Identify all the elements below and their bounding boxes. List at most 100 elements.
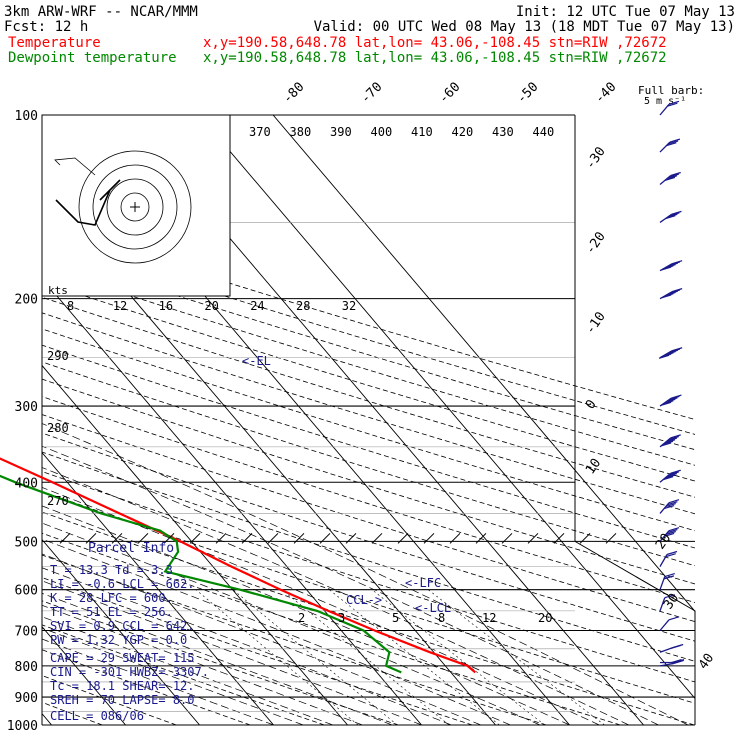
parcel-row-li: LI = -0.6 LCL = 662. (50, 577, 195, 591)
wind-barb-flag (668, 435, 679, 441)
theta-e-label: 370 (249, 125, 271, 139)
hodograph-speed-label: 24 (250, 299, 264, 313)
legend-temperature: Temperature (8, 35, 101, 51)
pressure-tick-label: 100 (15, 109, 38, 124)
wind-barb-flag (668, 616, 680, 621)
parcel-row-tc: Tc = 18.1 SHEAR= 12. (50, 679, 195, 693)
wind-barb-flag (665, 398, 676, 403)
freezing-hatch (449, 533, 461, 544)
freezing-hatch (527, 533, 539, 544)
freezing-hatch (605, 533, 617, 544)
wind-barb-flag (663, 575, 675, 580)
wind-barb-flag (666, 437, 678, 442)
parcel-row-pw: PW = 1.32 YGP = 0.0 (50, 633, 187, 647)
parcel-row-cell: CELL = 086/06 (50, 709, 144, 723)
theta-e-label: 380 (290, 125, 312, 139)
freezing-hatch (215, 533, 227, 544)
pressure-tick-label: 300 (15, 400, 38, 415)
theta-label: 280 (47, 421, 69, 435)
right-border-lower (574, 540, 696, 725)
wind-barb-flag (671, 210, 682, 215)
wind-barb-flag (667, 397, 678, 402)
isotherm-label: -70 (358, 80, 385, 107)
moist-adiabat (42, 467, 629, 725)
freezing-hatch (501, 533, 513, 544)
theta-e-label: 400 (371, 125, 393, 139)
wind-barb-flag (669, 212, 680, 217)
isotherm-label: 0 (583, 397, 600, 412)
isotherm-label: -30 (583, 144, 609, 172)
wind-barb-flag (662, 440, 674, 445)
pressure-tick-label: 700 (15, 625, 38, 640)
wind-barb-flag (671, 394, 682, 399)
hodograph-frame (41, 114, 231, 297)
pressure-tick-label: 1000 (7, 719, 38, 734)
wind-barb-flag (667, 102, 678, 107)
isotherm-label: 10 (583, 456, 604, 477)
level-annotation: <-EL (242, 354, 271, 368)
isotherm-line (198, 115, 695, 700)
theta-e-label: 420 (452, 125, 474, 139)
level-annotation: CCL-> (346, 593, 382, 607)
parcel-row-svi: SVI = 0.9 CCL = 642. (50, 619, 195, 633)
wind-barb-flag (664, 474, 676, 479)
parcel-info-panel: Parcel Info T = 13.3 Td = 3.3 LI = -0.6 … (50, 541, 209, 723)
parcel-row-tt: TT = 51 EL = 256. (50, 605, 173, 619)
moist-adiabat (42, 616, 333, 725)
freezing-hatch (189, 533, 201, 544)
wind-barb-flag (667, 213, 678, 218)
wind-barb-flag (666, 550, 678, 556)
valid-time: Valid: 00 UTC Wed 08 May 13 (18 MDT Tue … (314, 19, 735, 35)
isotherm-label: 20 (653, 531, 674, 552)
hodograph-ring (78, 150, 192, 264)
isotherm-label: -60 (436, 80, 463, 107)
wind-barb-flag (670, 644, 681, 649)
wind-barb-flag (658, 354, 670, 359)
barb-key-unit: 5 m s⁻¹ (644, 96, 686, 107)
isotherm-line (42, 277, 422, 725)
wind-barb-flag (665, 503, 676, 508)
isotherm-label: -50 (514, 80, 541, 107)
barb-key-title: Full barb: (638, 84, 704, 97)
theta-label: 270 (47, 494, 69, 508)
wind-barb (659, 619, 670, 631)
parcel-row-cape: CAPE = 29 SWEAT= 115 (50, 651, 195, 665)
freezing-hatch (137, 533, 149, 544)
forecast-hour: Fcst: 12 h (4, 19, 88, 35)
legend-dewpoint: Dewpoint temperature (8, 50, 177, 66)
level-annotation: <-LCL (415, 601, 451, 615)
hodograph-speed-label: 16 (159, 299, 173, 313)
wind-barb-flag (671, 658, 682, 664)
theta-e-label: 390 (330, 125, 352, 139)
diagram-grid (41, 114, 696, 726)
level-annotation: <-LFC (405, 576, 441, 590)
pressure-tick-label: 900 (15, 691, 38, 706)
pressure-tick-label: 500 (15, 535, 38, 550)
wind-barb-flag (664, 572, 675, 578)
pressure-tick-label: 400 (15, 476, 38, 491)
isotherm-label: 40 (696, 651, 717, 672)
isotherm-line (42, 451, 274, 725)
hodograph-ring (92, 164, 178, 250)
parcel-row-cin: CIN = -301 HWBZ= 3307. (50, 665, 209, 679)
wind-barb-flag (665, 553, 676, 558)
pressure-tick-label: 600 (15, 584, 38, 599)
isotherm-label: -20 (583, 229, 609, 257)
wind-barb-flag (663, 400, 674, 405)
wind-barb-flag (666, 472, 678, 478)
hodograph-ring (120, 192, 150, 222)
wind-barb-flag (665, 530, 676, 536)
mixing-ratio-line (281, 589, 450, 725)
theta-e-label: 440 (533, 125, 555, 139)
moist-adiabat (42, 638, 274, 725)
wind-barb-flag (662, 476, 674, 481)
freezing-hatch (59, 533, 71, 544)
wind-barb-flag (667, 140, 679, 145)
pressure-tick-label: 800 (15, 660, 38, 675)
hodograph-speed-label: 28 (296, 299, 310, 313)
wind-barb-flag (667, 501, 678, 506)
freezing-hatch (163, 533, 175, 544)
mixing-ratio-label: 5 (392, 611, 399, 625)
wind-barb-flag (661, 266, 672, 271)
